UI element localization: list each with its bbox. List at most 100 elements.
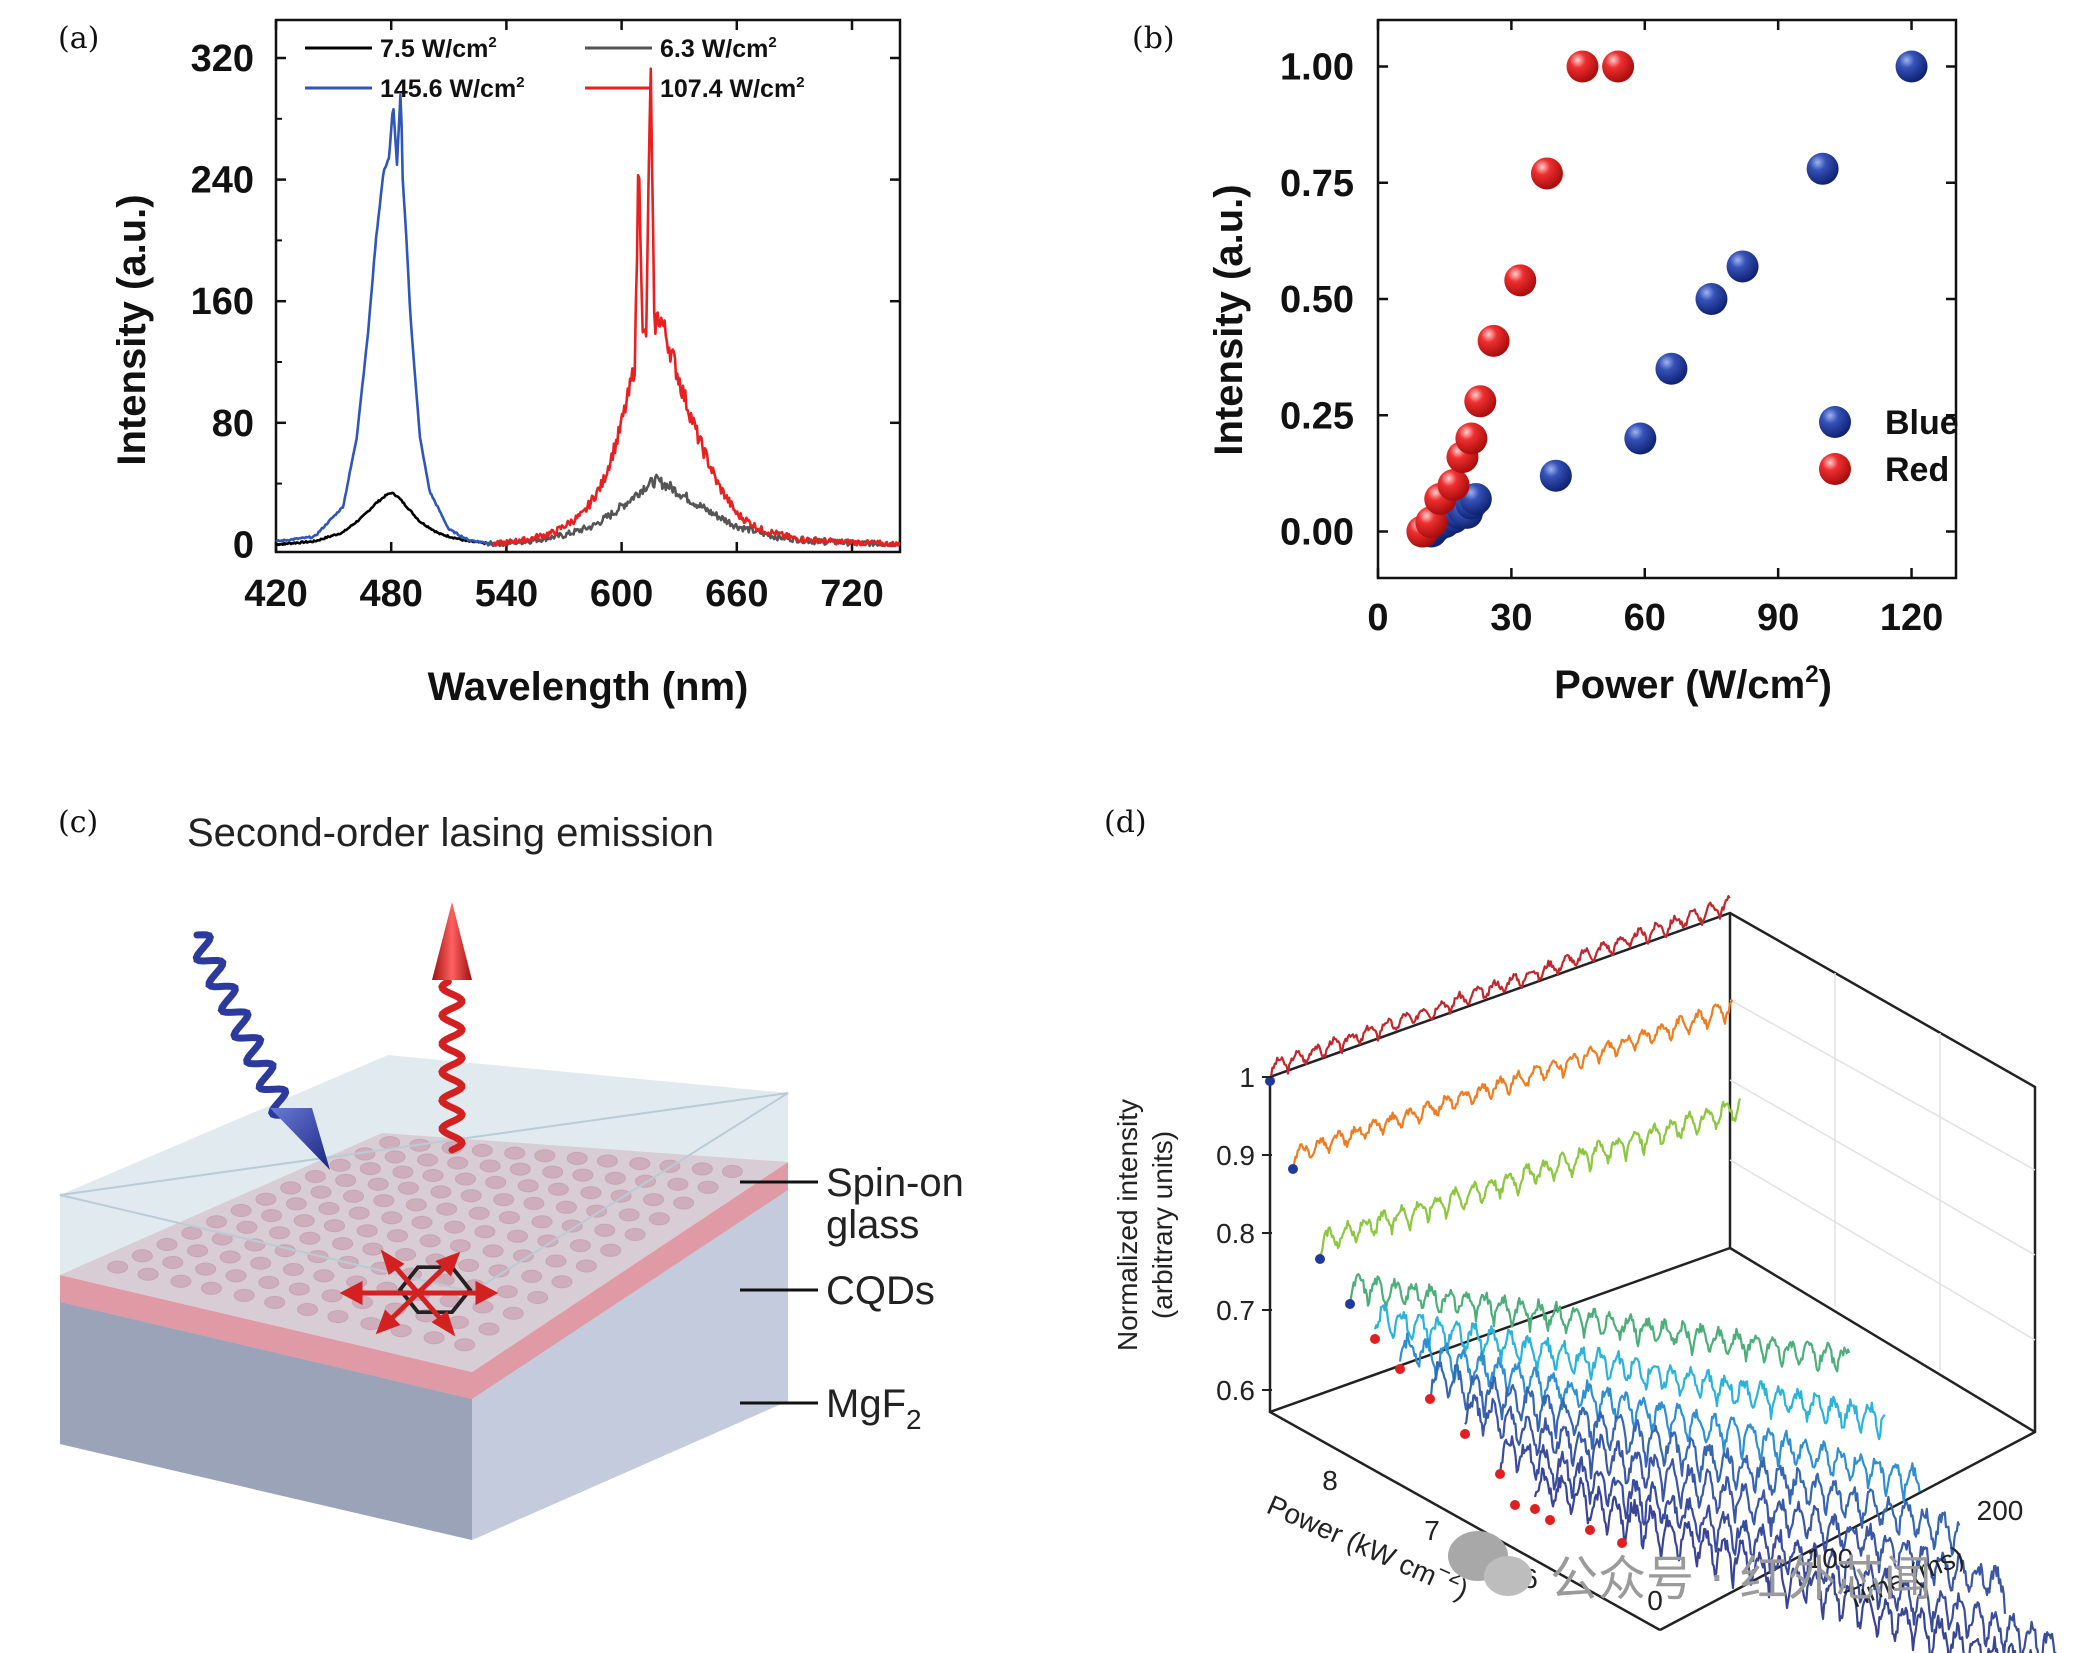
panel-b-y-tick-label: 0.25 xyxy=(1280,395,1354,437)
panel-b-point-red xyxy=(1437,469,1470,501)
panel-b-x-tick-label: 90 xyxy=(1757,597,1799,639)
panel-a-x-tick-label: 600 xyxy=(590,573,653,615)
panel-a-x-tick-label: 720 xyxy=(820,573,883,615)
mgf2-front-face xyxy=(60,1302,472,1540)
panel-d-trace xyxy=(1373,1304,1886,1441)
panel-c-title: Second-order lasing emission xyxy=(187,811,714,855)
panel-d-trace xyxy=(1291,999,1734,1169)
panel-b-y-tick-label: 1.00 xyxy=(1280,47,1354,89)
panel-d-letter: (d) xyxy=(1104,805,1147,840)
panel-b-y-tick-label: 0.00 xyxy=(1280,512,1354,554)
panel-b-point-blue xyxy=(1539,459,1572,492)
panel-b-point-red xyxy=(1566,50,1599,83)
panel-d-power-tick-label: 8 xyxy=(1322,1465,1338,1496)
panel-d-z-tick-label: 0.9 xyxy=(1216,1140,1255,1171)
panel-a-x-tick-label: 660 xyxy=(705,573,768,615)
panel-d-z-label-1: Normalized intensity xyxy=(1112,1099,1143,1351)
panel-b-x-tick-label: 60 xyxy=(1624,597,1666,639)
panel-d-z-ticks: 1 0.9 0.8 0.7 0.6 xyxy=(1216,1062,1272,1406)
watermark-text: 公众号 · 红外芯闻 xyxy=(1550,1551,1932,1607)
panel-b-point-blue xyxy=(1655,352,1688,385)
panel-d-start-dot xyxy=(1315,1254,1325,1264)
panel-d-start-dot xyxy=(1288,1164,1298,1174)
panel-d-start-dot xyxy=(1265,1076,1275,1086)
panel-a-plot-frame xyxy=(274,18,902,554)
panel-b-y-tick-label: 0.75 xyxy=(1280,163,1354,205)
spin-on-glass-edge xyxy=(59,1092,789,1294)
panel-d-trace xyxy=(1533,1467,2033,1653)
pump-beam-arrow-icon xyxy=(192,931,330,1170)
panel-d-start-dot xyxy=(1585,1525,1595,1535)
panel-d-start-dots xyxy=(1265,1076,1627,1548)
panel-c-letter: (c) xyxy=(58,805,98,840)
panel-a-series xyxy=(275,67,901,548)
panel-b-x-tick-label: 30 xyxy=(1490,597,1532,639)
panel-a-legend: 7.5 W/cm2 6.3 W/cm2 145.6 W/cm2 107.4 W/cm2 xyxy=(305,34,805,103)
panel-a-letter: (a) xyxy=(58,21,99,56)
panel-b-points xyxy=(1406,50,1928,548)
panel-b-point-red xyxy=(1464,385,1497,418)
panel-d-start-dot xyxy=(1370,1334,1380,1344)
panel-a-legend-label: 6.3 W/cm2 xyxy=(660,34,777,63)
panel-d-start-dot xyxy=(1460,1429,1470,1439)
mgf2-side-face xyxy=(472,1190,788,1540)
panel-b-scatter-chart: (b) 0 30 60 90 120 0.00 0.25 0.50 0.75 1.00 Blue R… xyxy=(1132,18,1959,707)
panel-b-legend-marker xyxy=(1819,406,1851,438)
panel-a-line-chart: (a) 420 480 540 600 660 720 0 80 160 240 320 7.5 W… xyxy=(58,18,902,709)
panel-b-point-red xyxy=(1530,157,1563,190)
spin-on-glass-layer xyxy=(60,1055,788,1372)
label-mgf2: MgF2 xyxy=(826,1382,922,1435)
panel-d-z-tick-label: 0.6 xyxy=(1216,1375,1255,1406)
panel-d-time-tick-label: 100 xyxy=(1807,1543,1854,1574)
panel-a-y-tick-label: 320 xyxy=(191,38,254,80)
panel-a-x-axis-label: Wavelength (nm) xyxy=(428,665,749,709)
panel-d-power-label: Power (kW cm−2) xyxy=(1263,1483,1476,1606)
panel-a-y-tick-label: 80 xyxy=(212,403,254,445)
panel-d-z-tick-label: 1 xyxy=(1239,1062,1255,1093)
label-cqds: CQDs xyxy=(826,1269,935,1313)
panel-a-ticks: 420 480 540 600 660 720 0 80 160 240 320 xyxy=(191,20,900,615)
panel-a-series-line xyxy=(275,93,497,546)
panel-d-start-dot xyxy=(1345,1299,1355,1309)
panel-d-trace xyxy=(1429,1360,1961,1556)
panel-b-point-blue xyxy=(1895,50,1928,83)
panel-b-x-axis-label: Power (W/cm2) xyxy=(1554,661,1832,707)
cqd-layer-edge xyxy=(60,1162,788,1399)
panel-b-x-tick-label: 120 xyxy=(1880,597,1943,639)
label-spin-on: Spin-on xyxy=(826,1161,964,1205)
panel-a-y-tick-label: 0 xyxy=(233,524,254,566)
label-glass: glass xyxy=(826,1203,919,1247)
panel-d-start-dot xyxy=(1495,1469,1505,1479)
panel-d-z-label-2: (arbitrary units) xyxy=(1147,1131,1178,1319)
panel-b-point-blue xyxy=(1806,152,1839,185)
panel-b-point-blue xyxy=(1695,283,1728,315)
panel-b-y-axis-label: Intensity (a.u.) xyxy=(1207,184,1251,455)
panel-b-legend-label: Blue xyxy=(1885,404,1959,442)
panel-d-start-dot xyxy=(1510,1500,1520,1510)
panel-d-z-tick-label: 0.7 xyxy=(1216,1295,1255,1326)
panel-a-y-tick-label: 160 xyxy=(191,281,254,323)
panel-d-time-tick-label: 0 xyxy=(1647,1585,1663,1616)
panel-d-power-tick-label: 7 xyxy=(1424,1515,1440,1546)
panel-d-time-ticks: 0 100 200 xyxy=(1647,1495,2023,1616)
panel-d-trace xyxy=(1398,1332,1921,1504)
panel-d-box-frame xyxy=(1268,911,2037,1632)
panel-a-x-tick-label: 420 xyxy=(244,573,307,615)
emission-arrow-icon xyxy=(432,902,472,1154)
panel-d-trace xyxy=(1319,1098,1742,1255)
watermark: 公众号 · 红外芯闻 xyxy=(1448,1531,1932,1607)
panel-b-point-red xyxy=(1602,50,1635,83)
panel-a-x-tick-label: 540 xyxy=(475,573,538,615)
panel-b-legend-label: Red xyxy=(1885,451,1949,489)
panel-b-x-tick-label: 0 xyxy=(1367,597,1388,639)
panel-a-legend-label: 145.6 W/cm2 xyxy=(380,74,525,103)
panel-d-start-dot xyxy=(1395,1364,1405,1374)
panel-b-legend: Blue Red xyxy=(1819,404,1959,489)
wechat-logo-icon xyxy=(1448,1531,1532,1596)
panel-d-trace xyxy=(1348,1272,1851,1373)
panel-a-legend-label: 7.5 W/cm2 xyxy=(380,34,497,63)
panel-c-device-diagram: (c) Second-order lasing emission xyxy=(58,805,964,1540)
panel-a-series-line xyxy=(275,491,497,547)
